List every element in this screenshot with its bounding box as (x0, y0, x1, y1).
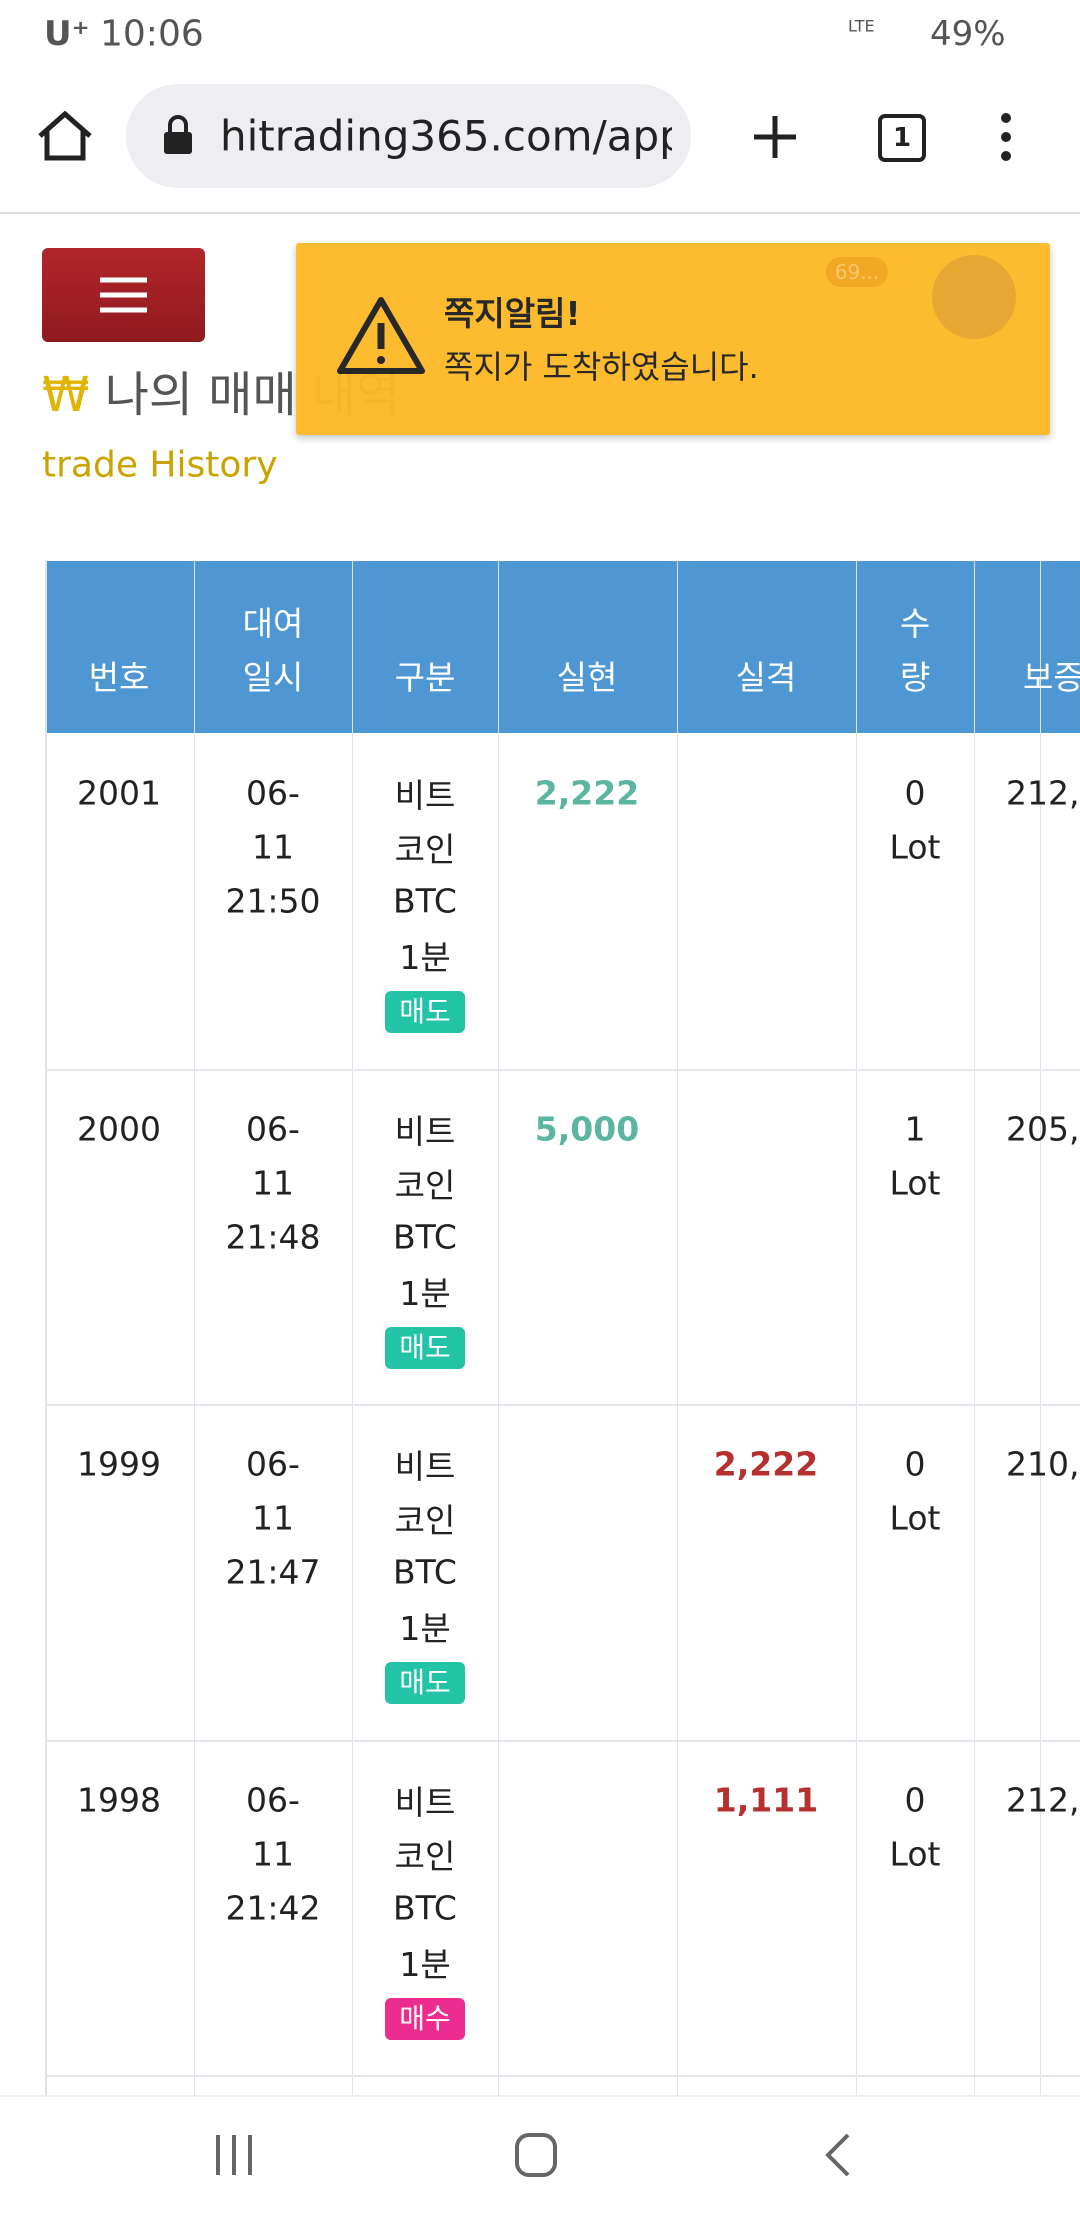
trade-type: 코인 (394, 1836, 456, 1876)
column-divider (677, 561, 678, 2095)
trade-type: 1분 (399, 1273, 451, 1313)
trade-type: 코인 (394, 1165, 456, 1205)
profit: 5,000 (534, 1109, 640, 1148)
quantity: 0 (904, 773, 926, 813)
home-button[interactable] (36, 110, 94, 162)
row-divider (45, 1739, 1080, 1742)
trade-type: 비트 (394, 1447, 456, 1486)
header-cell: 보증 (1023, 658, 1080, 697)
deposit: 212, (1006, 1780, 1080, 1819)
row-divider (45, 2075, 1080, 2077)
trade-date: 21:48 (225, 1217, 321, 1256)
quantity: 0 (904, 1444, 926, 1484)
row-divider (45, 1068, 1080, 1071)
header-cell: 량 (899, 658, 931, 697)
trade-type: 1분 (399, 1944, 451, 1984)
column-divider (498, 561, 499, 2095)
new-tab[interactable] (752, 114, 798, 160)
notification-title: 쪽지알림! (444, 294, 581, 333)
trade-type: 코인 (394, 830, 456, 869)
trade-no: 2001 (77, 773, 161, 813)
quantity: Lot (889, 827, 941, 867)
trade-type: BTC (393, 1217, 457, 1256)
side-tag: 매도 (385, 1662, 465, 1704)
trade-table: 번호 대여 일시 구분 실현 실격 수 량 보증 2001 06- 11 21:50 비트 코인 BTC 1분 매… (45, 561, 1080, 2095)
header-cell: 실격 (735, 658, 797, 697)
column-divider (352, 561, 353, 2095)
quantity: Lot (889, 1163, 941, 1202)
trade-date: 11 (252, 1834, 294, 1873)
deposit: 205, (1006, 1109, 1080, 1148)
url-bar[interactable] (126, 84, 691, 188)
tab-count: 1 (892, 123, 912, 153)
quantity: 0 (904, 1780, 926, 1819)
header-cell: 번호 (88, 658, 150, 697)
url: hitrading365.com/app (220, 111, 672, 161)
trade-type: 1분 (399, 1609, 451, 1648)
trade-date: 06- (246, 773, 300, 813)
side-tag: 매수 (385, 1997, 465, 2040)
column-divider (856, 561, 857, 2095)
trade-date: 11 (252, 827, 294, 867)
header-cell: 일시 (242, 658, 304, 697)
hamburger-button[interactable] (42, 248, 205, 342)
trade-date: 21:50 (225, 881, 321, 921)
avatar[interactable] (932, 255, 1016, 339)
trade-no: 1998 (77, 1780, 161, 1819)
side-tag: 매도 (385, 991, 465, 1033)
side-tag: 매도 (385, 1326, 465, 1369)
header-cell: 수 (899, 604, 931, 643)
notification-message: 쪽지가 도착하였습니다. (444, 348, 759, 386)
trade-type: 비트 (394, 1111, 456, 1151)
warning-icon (337, 297, 425, 374)
trade-date: 21:42 (225, 1888, 321, 1927)
tab-switcher[interactable] (878, 114, 926, 162)
column-divider (194, 561, 195, 2095)
trade-type: BTC (393, 1888, 457, 1927)
battery: 49% (930, 14, 1006, 54)
menu-button[interactable] (996, 112, 1016, 162)
trade-no: 1999 (77, 1444, 161, 1484)
profit: 2,222 (534, 773, 640, 813)
loss: 2,222 (713, 1444, 819, 1484)
trade-date: 11 (252, 1163, 294, 1202)
network: LTE (848, 16, 875, 36)
trade-type: 비트 (394, 776, 456, 815)
deposit: 210, (1006, 1444, 1080, 1484)
lock-icon (164, 115, 192, 154)
trade-type: 비트 (394, 1782, 456, 1822)
trade-date: 06- (246, 1444, 300, 1484)
trade-type: 코인 (394, 1501, 456, 1540)
notification-toast[interactable]: 쪽지알림! 쪽지가 도착하였습니다. 69... (296, 243, 1050, 435)
trade-date: 21:47 (225, 1552, 321, 1592)
header-cell: 구분 (394, 658, 456, 697)
badge (826, 257, 888, 287)
time: 10:06 (100, 13, 204, 55)
deposit: 212, (1006, 773, 1080, 813)
column-divider (974, 561, 975, 2095)
page-subtitle: trade History (42, 444, 278, 486)
quantity: 1 (904, 1109, 926, 1148)
trade-type: BTC (393, 881, 457, 921)
row-divider (45, 1404, 1080, 1406)
trade-date: 06- (246, 1109, 300, 1148)
header-cell: 실현 (556, 658, 618, 697)
nav-bar (0, 2095, 1080, 2222)
trade-date: 11 (252, 1498, 294, 1538)
trade-date: 06- (246, 1780, 300, 1819)
browser-chrome: U⁺ 10:06 LTE 49% hitrading365.com/app 1 (0, 0, 1080, 214)
trade-type: BTC (393, 1552, 457, 1592)
trade-type: 1분 (399, 938, 451, 977)
quantity: Lot (889, 1834, 941, 1873)
table-left-border (45, 561, 47, 2095)
table-header (45, 561, 1080, 733)
column-divider (1040, 561, 1041, 2095)
loss: 1,111 (713, 1780, 819, 1819)
badge-count: 69... (834, 260, 880, 284)
quantity: Lot (889, 1498, 941, 1538)
header-cell: 대여 (242, 604, 304, 643)
trade-no: 2000 (77, 1109, 161, 1148)
carrier: U⁺ (44, 14, 90, 54)
